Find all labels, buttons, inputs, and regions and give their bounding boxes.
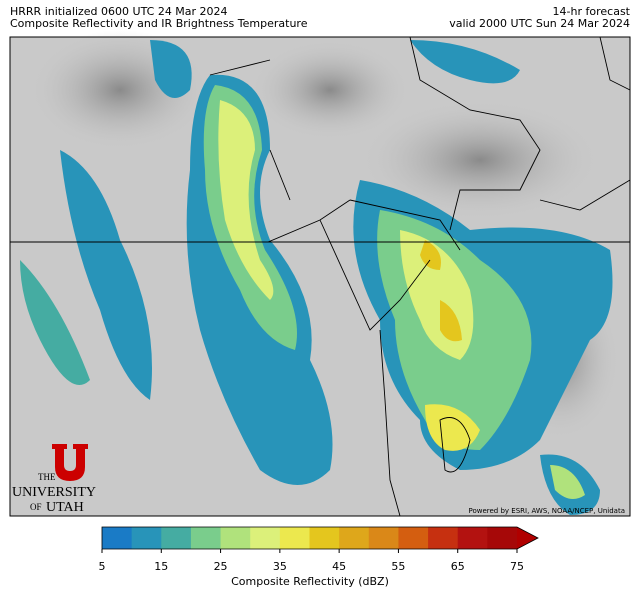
header-left-1: HRRR initialized 0600 UTC 24 Mar 2024 [10,5,228,18]
colorbar: 5 15 25 35 45 55 65 75 [99,526,539,573]
colorbar-segment [190,527,222,549]
attribution: Powered by ESRI, AWS, NOAA/NCEP, Unidata [468,507,625,515]
colorbar-segment [428,527,459,549]
colorbar-segment [102,527,133,549]
colorbar-segment [250,527,281,549]
colorbar-outline [101,526,539,550]
logo-university: UNIVERSITY [12,485,96,500]
colorbar-tick-label: 35 [273,560,287,573]
header-right-2: valid 2000 UTC Sun 24 Mar 2024 [449,17,630,30]
logo-utah: UTAH [46,500,84,515]
colorbar-segment [487,527,518,549]
colorbar-segment [309,527,340,549]
colorbar-tick-label: 65 [451,560,465,573]
colorbar-label: Composite Reflectivity (dBZ) [231,575,389,588]
colorbar-tick-label: 75 [510,560,524,573]
colorbar-segment [131,527,162,549]
logo-of: OF [30,502,42,512]
colorbar-segment [398,527,429,549]
colorbar-tick-label: 45 [332,560,346,573]
colorbar-tick-label: 55 [391,560,405,573]
logo-the: THE [38,472,56,482]
colorbar-segment [339,527,370,549]
colorbar-tick-label: 15 [154,560,168,573]
colorbar-segment [368,527,399,549]
colorbar-segment [279,527,310,549]
header-right-1: 14-hr forecast [553,5,631,18]
map [9,30,631,517]
colorbar-tick-label: 5 [99,560,106,573]
header-left-2: Composite Reflectivity and IR Brightness… [10,17,308,30]
colorbar-segment [220,527,251,549]
colorbar-extension [517,527,538,549]
colorbar-tick-label: 25 [214,560,228,573]
colorbar-segment [161,527,192,549]
logo: THE UNIVERSITY OF UTAH [12,444,96,515]
colorbar-segment [457,527,488,549]
